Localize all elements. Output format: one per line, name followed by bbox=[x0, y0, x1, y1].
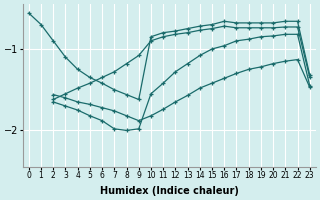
X-axis label: Humidex (Indice chaleur): Humidex (Indice chaleur) bbox=[100, 186, 239, 196]
